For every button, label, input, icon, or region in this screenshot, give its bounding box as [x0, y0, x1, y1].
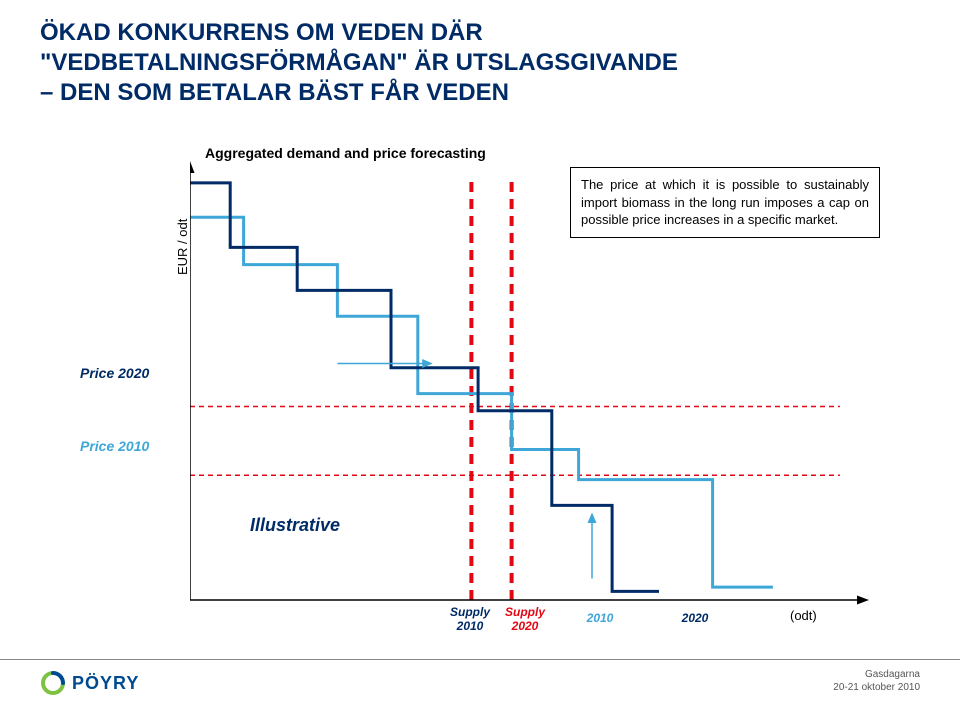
logo-icon	[40, 670, 66, 696]
chart-container: Aggregated demand and price forecasting …	[90, 145, 870, 625]
logo-text: PÖYRY	[72, 673, 139, 694]
footer-date: 20-21 oktober 2010	[833, 681, 920, 694]
title-line-2: "VEDBETALNINGSFÖRMÅGAN" ÄR UTSLAGSGIVAND…	[40, 49, 678, 76]
x-unit-label: (odt)	[790, 608, 817, 623]
slide-title: ÖKAD KONKURRENS OM VEDEN DÄR "VEDBETALNI…	[40, 18, 678, 108]
chart-svg	[190, 160, 870, 615]
footer: PÖYRY Gasdagarna 20-21 oktober 2010	[0, 659, 960, 711]
footer-event: Gasdagarna	[833, 668, 920, 681]
year-2020-label: 2020	[665, 611, 725, 625]
chart-title: Aggregated demand and price forecasting	[205, 145, 486, 161]
y-axis-label: EUR / odt	[175, 219, 190, 275]
year-2010-label: 2010	[570, 611, 630, 625]
title-line-1: ÖKAD KONKURRENS OM VEDEN DÄR	[40, 19, 483, 46]
supply-2010-label: Supply 2010	[440, 605, 500, 633]
supply-2020-label: Supply 2020	[495, 605, 555, 633]
logo: PÖYRY	[40, 670, 139, 696]
price-2020-label: Price 2020	[80, 365, 149, 381]
footer-right: Gasdagarna 20-21 oktober 2010	[833, 668, 920, 694]
title-line-3: – DEN SOM BETALAR BÄST FÅR VEDEN	[40, 79, 509, 106]
price-2010-label: Price 2010	[80, 438, 149, 454]
illustrative-label: Illustrative	[250, 515, 340, 536]
